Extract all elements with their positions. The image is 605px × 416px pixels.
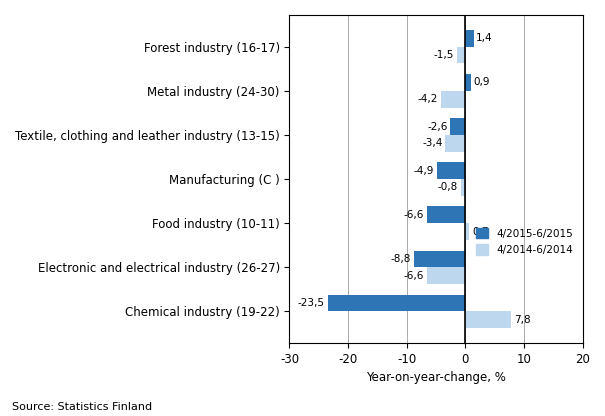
Bar [457,47,465,64]
Bar [460,179,465,196]
Text: -3,4: -3,4 [422,138,443,148]
Text: -0,8: -0,8 [438,183,458,193]
X-axis label: Year-on-year-change, %: Year-on-year-change, % [366,371,506,384]
Text: -23,5: -23,5 [298,298,325,308]
Bar [437,162,465,179]
Text: -2,6: -2,6 [427,121,448,131]
Bar [427,206,465,223]
Text: -6,6: -6,6 [404,271,424,281]
Text: -6,6: -6,6 [404,210,424,220]
Bar [450,118,465,135]
Text: -4,2: -4,2 [417,94,438,104]
Bar [465,223,469,240]
Bar [414,250,465,267]
Text: Source: Statistics Finland: Source: Statistics Finland [12,402,152,412]
Bar [327,295,465,312]
Bar [427,267,465,284]
Text: -8,8: -8,8 [391,254,411,264]
Text: 7,8: 7,8 [514,315,531,325]
Text: 0,7: 0,7 [472,227,489,237]
Bar [465,74,471,91]
Bar [445,135,465,152]
Text: -1,5: -1,5 [434,50,454,60]
Legend: 4/2015-6/2015, 4/2014-6/2014: 4/2015-6/2015, 4/2014-6/2014 [471,224,577,259]
Bar [465,312,511,328]
Text: 1,4: 1,4 [476,33,493,43]
Bar [440,91,465,108]
Text: 0,9: 0,9 [473,77,489,87]
Text: -4,9: -4,9 [414,166,434,176]
Bar [465,30,474,47]
